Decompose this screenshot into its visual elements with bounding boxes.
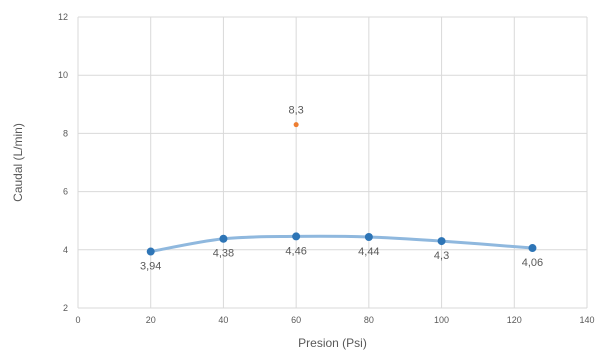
y-axis-title: Caudal (L/min) (11, 123, 25, 202)
y-tick-label: 6 (63, 187, 68, 197)
series-line (149, 234, 534, 254)
data-point (292, 232, 301, 241)
y-tick-label: 12 (58, 12, 68, 22)
data-point (364, 232, 373, 241)
data-label: 4,3 (434, 250, 449, 262)
x-tick-label: 40 (218, 315, 228, 325)
x-tick-label: 20 (146, 315, 156, 325)
x-axis-title: Presion (Psi) (298, 336, 367, 350)
y-tick-label: 2 (63, 303, 68, 313)
data-label: 4,38 (213, 248, 234, 260)
data-point (293, 122, 299, 128)
x-tick-label: 80 (364, 315, 374, 325)
data-point (219, 234, 228, 243)
data-label: 4,44 (358, 246, 379, 258)
x-tick-label: 0 (75, 315, 80, 325)
y-tick-label: 4 (63, 245, 68, 255)
data-label: 4,06 (522, 257, 543, 269)
x-tick-label: 60 (291, 315, 301, 325)
data-label: 3,94 (140, 261, 161, 273)
x-tick-label: 100 (434, 315, 449, 325)
data-point (146, 247, 155, 256)
data-labels: 3,94 4,38 4,46 4,44 4,3 4,06 8,3 (140, 105, 543, 273)
tick-labels: 0 20 40 60 80 100 120 140 2 4 6 8 10 12 (58, 12, 595, 325)
data-label: 4,46 (285, 245, 306, 257)
data-point (528, 244, 537, 253)
data-point (437, 237, 446, 246)
x-tick-label: 120 (507, 315, 522, 325)
x-tick-label: 140 (579, 315, 594, 325)
y-tick-label: 8 (63, 128, 68, 138)
gridlines (77, 16, 588, 309)
series (146, 122, 537, 256)
y-tick-label: 10 (58, 70, 68, 80)
data-label: 8,3 (288, 105, 303, 117)
